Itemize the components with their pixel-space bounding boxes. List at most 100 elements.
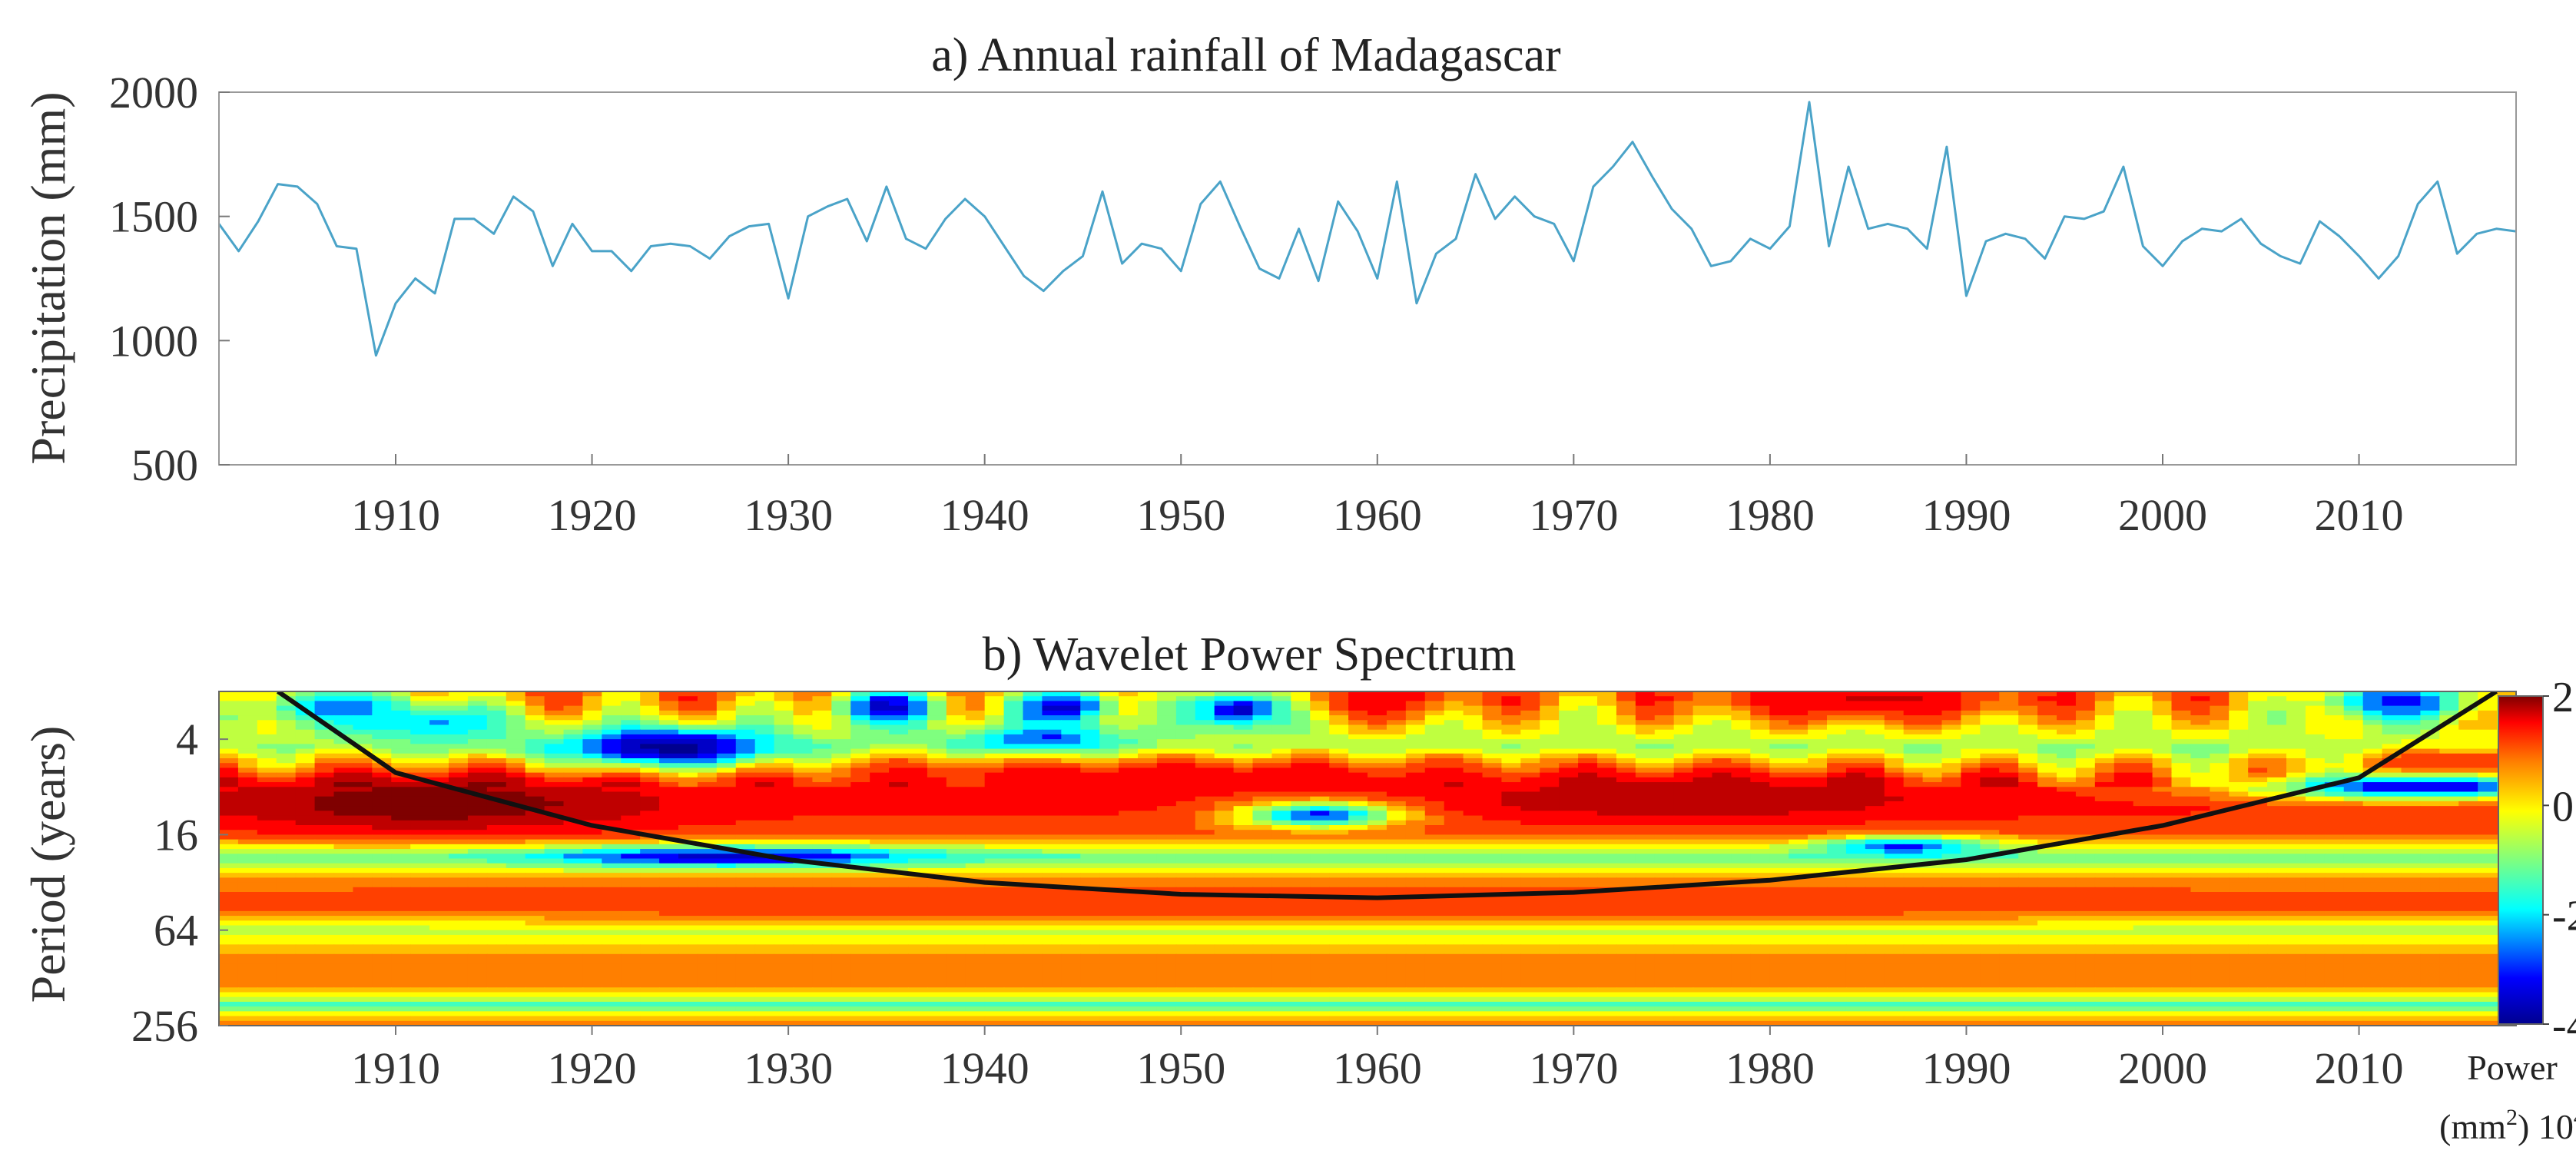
wavelet-cell — [1329, 844, 1349, 850]
wavelet-cell — [1368, 796, 1387, 802]
wavelet-cell — [1329, 753, 1349, 759]
wavelet-cell — [1635, 739, 1656, 745]
wavelet-cell — [525, 844, 545, 850]
wavelet-cell — [1865, 758, 1885, 764]
wavelet-cell — [870, 849, 890, 855]
wavelet-cell — [1329, 729, 1349, 735]
wavelet-cell — [1941, 834, 1962, 840]
wavelet-cell — [1597, 787, 1617, 793]
wavelet-cell — [1444, 806, 1464, 812]
wavelet-cell — [1348, 715, 1368, 721]
wavelet-cell — [449, 801, 469, 807]
wavelet-cell — [984, 825, 1005, 831]
wavelet-cell — [1712, 720, 1732, 726]
wavelet-cell — [621, 715, 641, 721]
wavelet-cell — [1023, 791, 1043, 797]
wavelet-cell — [2152, 724, 2173, 731]
wavelet-cell — [2152, 820, 2173, 826]
wavelet-cell — [1329, 715, 1349, 721]
wavelet-cell — [2286, 691, 2306, 698]
wavelet-cell — [1368, 858, 1387, 864]
wavelet-cell — [449, 854, 469, 860]
wavelet-cell — [2267, 696, 2287, 702]
wavelet-cell — [276, 801, 297, 807]
wavelet-cell — [563, 854, 584, 860]
wavelet-cell — [1003, 734, 1024, 740]
wavelet-cell — [1789, 748, 1809, 754]
wavelet-cell — [946, 782, 966, 788]
wavelet-cell — [716, 777, 737, 783]
wavelet-cell — [506, 825, 526, 831]
wavelet-cell — [257, 729, 277, 735]
wavelet-cell — [1061, 705, 1082, 711]
wavelet-cell — [1789, 734, 1809, 740]
wavelet-cell — [449, 858, 469, 864]
wavelet-cell — [2382, 696, 2402, 702]
wavelet-cell — [1845, 705, 1866, 711]
wavelet-cell — [1922, 854, 1943, 860]
wavelet-cell — [1692, 696, 1713, 702]
wavelet-cell — [1482, 820, 1503, 826]
wavelet-cell — [1368, 811, 1387, 817]
wavelet-cell — [1827, 820, 1847, 826]
wavelet-cell — [831, 748, 852, 754]
wavelet-cell — [1999, 763, 2019, 769]
wavelet-cell — [1329, 772, 1349, 778]
wavelet-cell — [1482, 715, 1503, 721]
wavelet-cell — [1099, 834, 1119, 840]
wavelet-cell — [908, 767, 928, 774]
wavelet-cell — [1999, 710, 2019, 716]
wavelet-cell — [1501, 710, 1522, 716]
wavelet-cell — [525, 854, 545, 860]
wavelet-cell — [1961, 854, 1981, 860]
wavelet-cell — [1789, 815, 1809, 821]
wavelet-cell — [429, 753, 449, 759]
wavelet-cell — [946, 763, 966, 769]
wavelet-cell — [1424, 710, 1445, 716]
wavelet-cell — [2439, 767, 2460, 774]
wavelet-cell — [1769, 863, 1789, 869]
wavelet-cell — [2382, 825, 2402, 831]
wavelet-cell — [1368, 854, 1387, 860]
wavelet-cell — [1175, 815, 1196, 821]
wavelet-cell — [1520, 854, 1541, 860]
wavelet-cell — [2152, 849, 2173, 855]
wavelet-cell — [2152, 806, 2173, 812]
wavelet-cell — [429, 763, 449, 769]
wavelet-cell — [2420, 710, 2441, 716]
wavelet-cell — [870, 782, 890, 788]
wavelet-cell — [410, 877, 430, 883]
wavelet-cell — [1673, 758, 1694, 764]
wavelet-cell — [1865, 830, 1885, 836]
wavelet-cell — [1941, 839, 1962, 845]
wavelet-cell — [678, 691, 698, 698]
wavelet-cell — [2133, 724, 2153, 731]
wavelet-cell — [831, 705, 852, 711]
wavelet-cell — [602, 744, 622, 750]
wavelet-cell — [1731, 767, 1752, 774]
wavelet-cell — [812, 753, 833, 759]
wavelet-cell — [1156, 696, 1177, 702]
wavelet-cell — [1999, 806, 2019, 812]
wavelet-cell — [1099, 782, 1119, 788]
wavelet-cell — [1386, 753, 1407, 759]
wavelet-cell — [1214, 734, 1235, 740]
wavelet-cell — [1999, 791, 2019, 797]
wavelet-cell — [2037, 777, 2057, 783]
wavelet-cell — [1789, 867, 1809, 874]
wavelet-cell — [1559, 844, 1579, 850]
wavelet-cell — [2190, 753, 2211, 759]
wavelet-cell — [1731, 834, 1752, 840]
wavelet-cell — [1827, 691, 1847, 698]
wavelet-cell — [1692, 720, 1713, 726]
wavelet-cell — [1922, 877, 1943, 883]
wavelet-cell — [1119, 715, 1139, 721]
wavelet-cell — [2420, 858, 2441, 864]
wavelet-cell — [2478, 767, 2498, 774]
wavelet-cell — [1980, 758, 2001, 764]
wavelet-cell — [1386, 777, 1407, 783]
wavelet-cell — [2190, 734, 2211, 740]
wavelet-cell — [525, 873, 545, 879]
wavelet-cell — [2286, 720, 2306, 726]
wavelet-cell — [831, 753, 852, 759]
